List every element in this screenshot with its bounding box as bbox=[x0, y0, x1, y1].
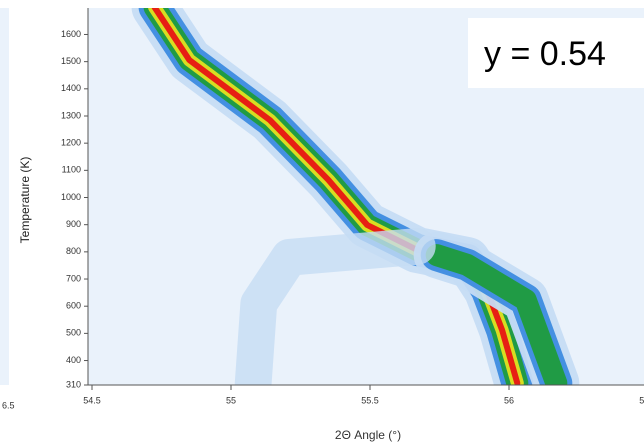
x-tick-label: 56 bbox=[504, 395, 514, 405]
y-tick-label: 310 bbox=[66, 379, 81, 389]
annotation: y = 0.54 bbox=[484, 35, 606, 73]
y-tick-label: 600 bbox=[66, 301, 81, 311]
x-tick-label: 54.5 bbox=[83, 395, 101, 405]
y-tick-label: 1000 bbox=[61, 192, 81, 202]
y-tick-label: 1200 bbox=[61, 138, 81, 148]
y-tick-label: 1500 bbox=[61, 56, 81, 66]
y-tick-label: 900 bbox=[66, 219, 81, 229]
x-tick-label: 55 bbox=[226, 395, 236, 405]
y-tick-label: 1600 bbox=[61, 29, 81, 39]
intensity-band bbox=[425, 244, 568, 385]
annotation-box bbox=[468, 18, 644, 88]
plot-area bbox=[131, 8, 580, 385]
y-tick-label: 1100 bbox=[62, 165, 81, 175]
x-axis-label: 2Θ Angle (°) bbox=[335, 428, 401, 442]
y-axis-label: Temperature (K) bbox=[18, 157, 32, 244]
y-tick-label: 1400 bbox=[61, 83, 81, 93]
x-tick-label: 55.5 bbox=[361, 395, 379, 405]
y-tick-label: 1300 bbox=[61, 110, 81, 120]
x-tick-label: 56.5 bbox=[639, 395, 644, 405]
y-tick-label: 700 bbox=[66, 273, 81, 283]
y-tick-label: 800 bbox=[66, 246, 81, 256]
y-tick-label: 500 bbox=[66, 328, 81, 338]
intensity-band bbox=[234, 228, 436, 385]
y-tick-label: 400 bbox=[66, 355, 81, 365]
left-panel-edge bbox=[0, 8, 9, 385]
left-panel-tick: 6.5 bbox=[2, 400, 15, 410]
